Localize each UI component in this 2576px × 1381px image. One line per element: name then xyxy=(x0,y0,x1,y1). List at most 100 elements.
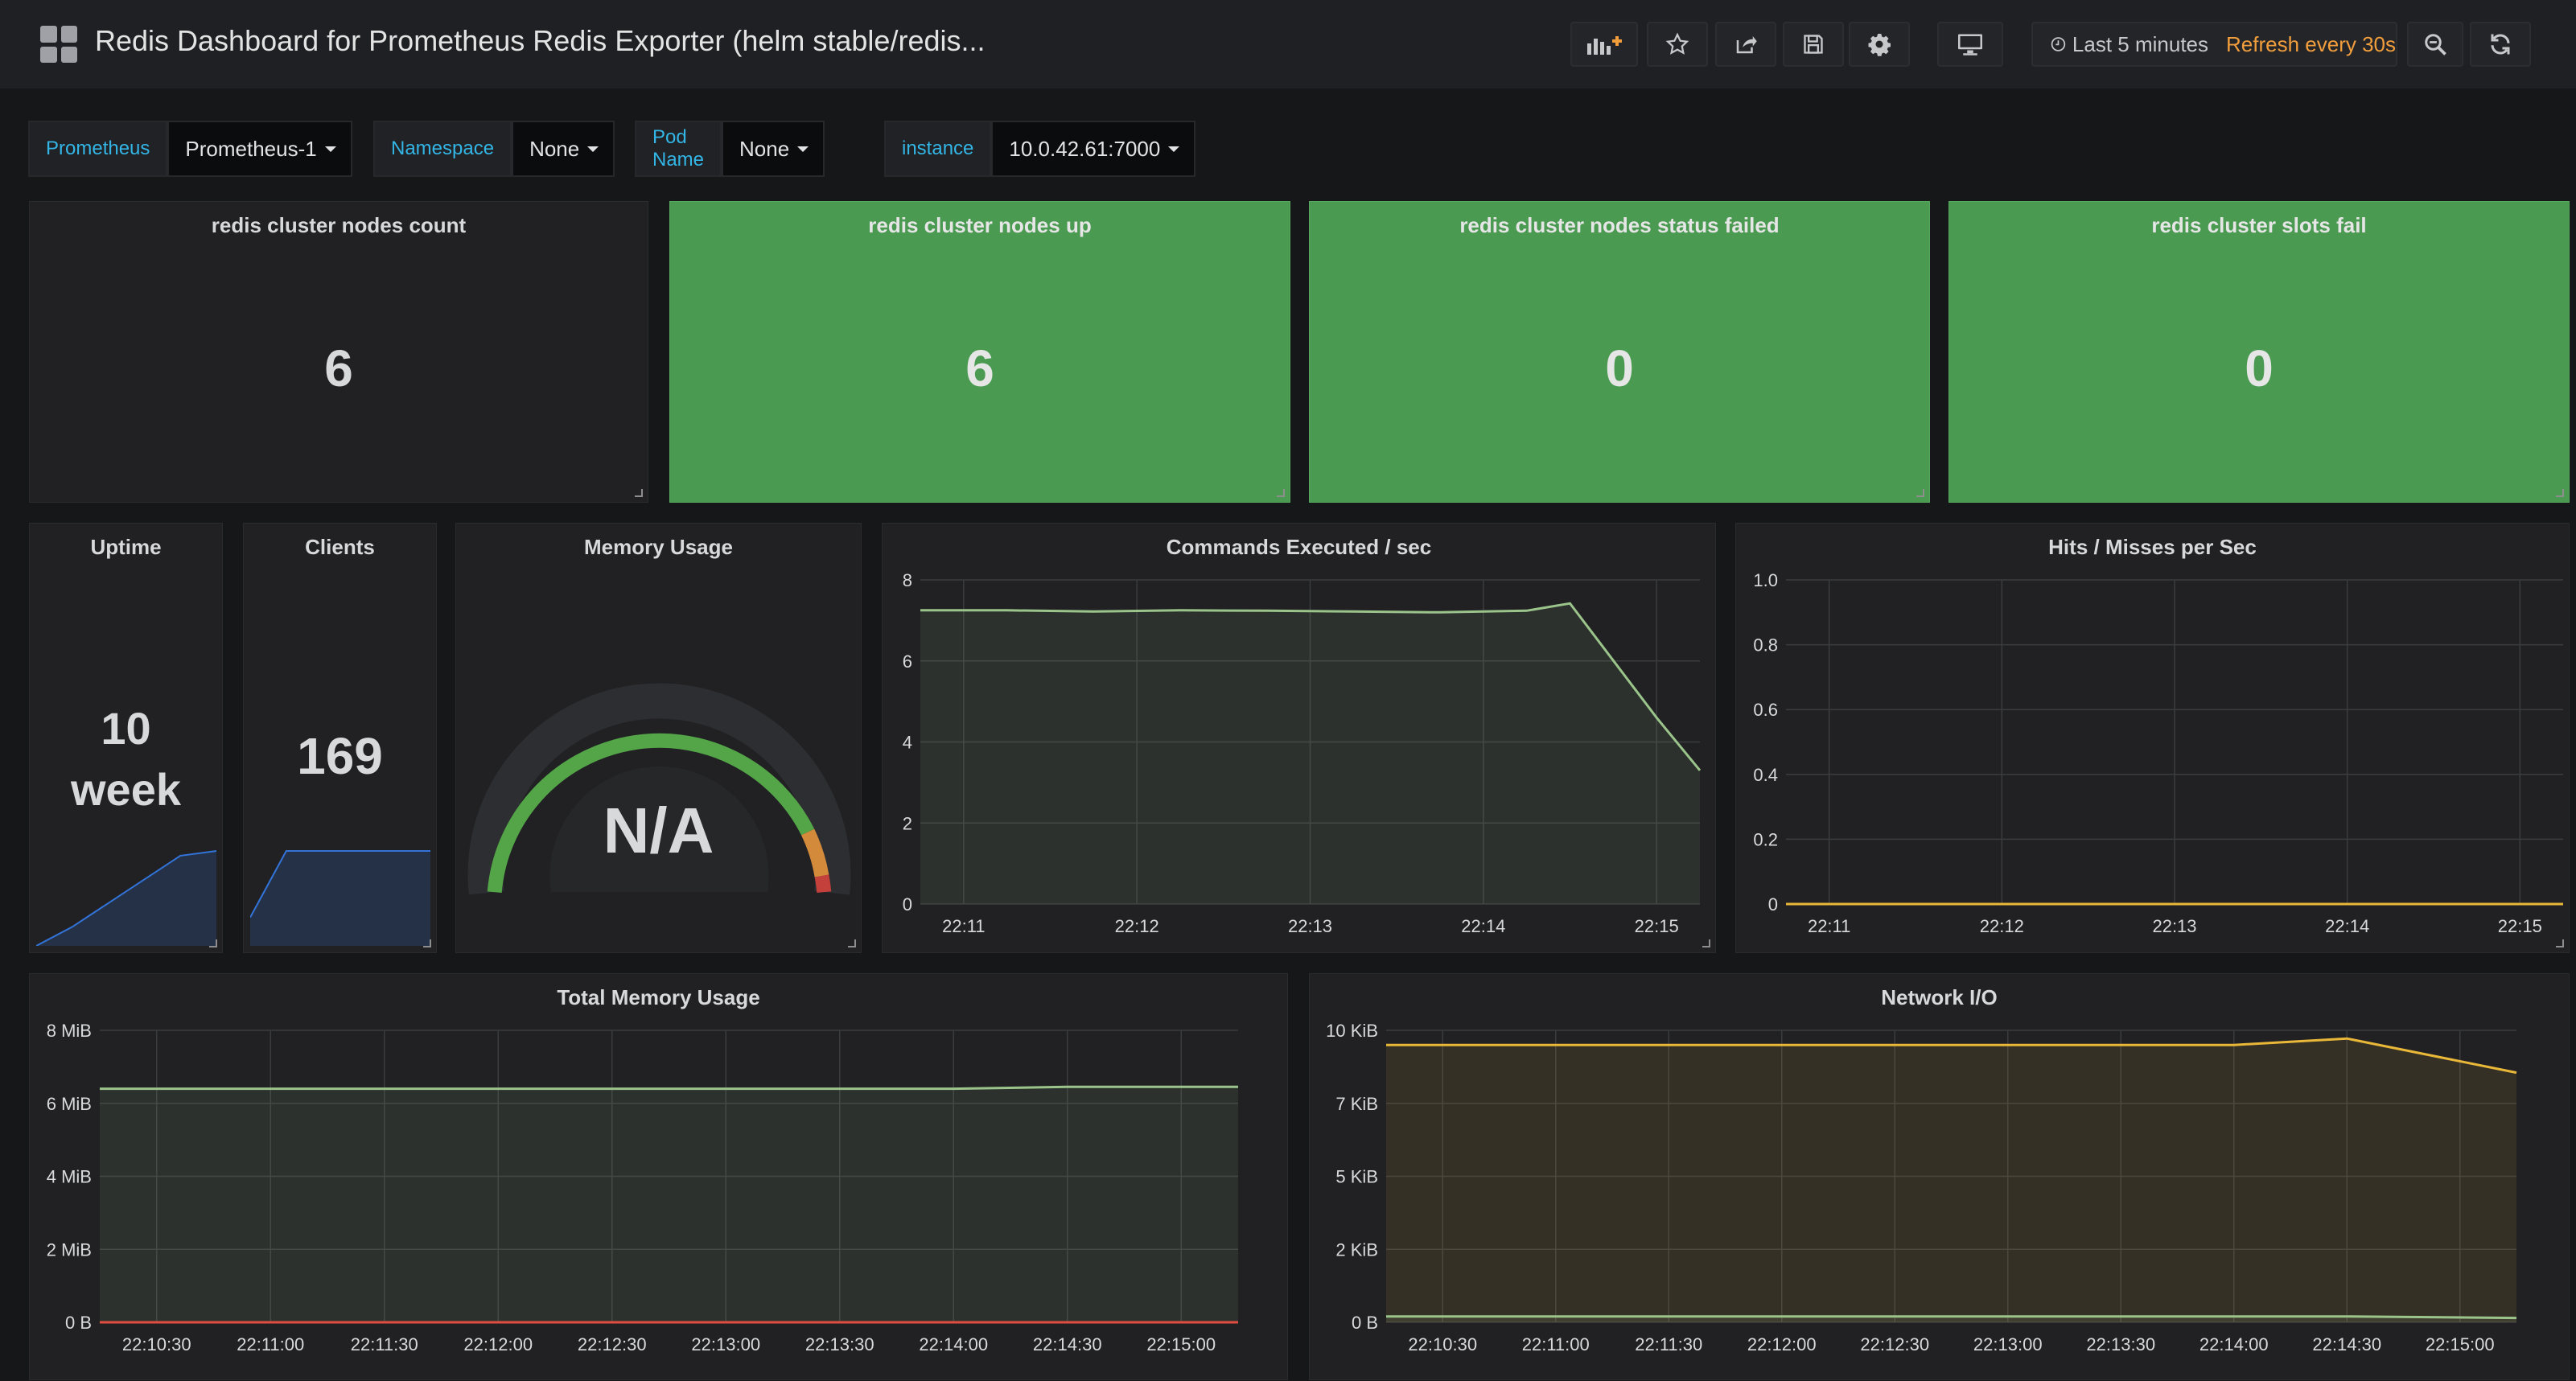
x-tick-label: 22:11:30 xyxy=(1635,1334,1702,1354)
add-panel-button[interactable] xyxy=(1570,22,1638,67)
x-tick-label: 22:14:00 xyxy=(919,1334,988,1354)
y-tick-label: 10 KiB xyxy=(1326,1021,1378,1041)
y-tick-label: 5 KiB xyxy=(1335,1167,1378,1187)
panel-cluster-slots-fail[interactable]: redis cluster slots fail 0 xyxy=(1948,201,2570,503)
add-panel-icon xyxy=(1587,36,1622,55)
uptime-sparkline xyxy=(36,850,216,946)
y-tick-label: 2 xyxy=(903,813,912,833)
y-tick-label: 0 B xyxy=(65,1313,92,1333)
dashboards-grid-icon[interactable] xyxy=(40,26,77,63)
x-tick-label: 22:11:00 xyxy=(237,1334,304,1354)
stat-value: 6 xyxy=(324,339,353,397)
refresh-button[interactable] xyxy=(2470,22,2531,67)
panel-title: redis cluster nodes up xyxy=(868,213,1092,237)
panel-hits-misses[interactable]: Hits / Misses per Sec 0 0.2 0.4 0.6 0.8 1.0 22… xyxy=(1735,523,2570,953)
panel-title: redis cluster slots fail xyxy=(2151,213,2367,237)
variable-dropdown-namespace[interactable]: None xyxy=(512,121,615,177)
view-mode-button[interactable] xyxy=(1937,22,2003,67)
variable-dropdown-prometheus[interactable]: Prometheus-1 xyxy=(167,121,352,177)
x-tick-label: 22:13:30 xyxy=(2086,1334,2155,1354)
x-tick-label: 22:12:30 xyxy=(1860,1334,1929,1354)
stat-value: 0 xyxy=(2245,339,2274,397)
y-tick-label: 1.0 xyxy=(1753,570,1778,590)
resize-handle[interactable] xyxy=(2556,489,2564,497)
series-used-line xyxy=(100,1085,1238,1091)
panel-uptime[interactable]: Uptime 10 week xyxy=(29,523,223,953)
zoom-out-icon xyxy=(2425,34,2446,55)
star-button[interactable] xyxy=(1647,22,1708,67)
variable-dropdown-instance[interactable]: 10.0.42.61:7000 xyxy=(991,121,1196,177)
panel-clients[interactable]: Clients 169 xyxy=(243,523,437,953)
clock-icon xyxy=(2051,37,2066,51)
total-memory-chart: 0 B 2 MiB 4 MiB 6 MiB 8 MiB 22:10:30 22:11:00 2… xyxy=(47,1021,1238,1354)
caret-down-icon xyxy=(324,146,336,152)
panel-title: Network I/O xyxy=(1881,985,1998,1009)
resize-handle[interactable] xyxy=(209,939,217,947)
variable-label: Pod Name xyxy=(635,121,722,177)
memory-gauge xyxy=(467,683,851,895)
variable-prometheus: Prometheus Prometheus-1 xyxy=(28,121,352,177)
x-tick-label: 22:13:30 xyxy=(805,1334,874,1354)
x-tick-label: 22:15:00 xyxy=(2426,1334,2495,1354)
sparkline-area xyxy=(250,851,430,946)
time-range-picker[interactable]: Last 5 minutes Refresh every 30s xyxy=(2031,22,2397,67)
y-tick-label: 0.6 xyxy=(1753,700,1778,720)
y-tick-label: 0.4 xyxy=(1753,765,1778,785)
y-tick-label: 0 xyxy=(903,894,912,915)
y-tick-label: 0.2 xyxy=(1753,829,1778,849)
panel-total-memory-usage[interactable]: Total Memory Usage 0 B 2 MiB 4 MiB 6 MiB 8 M… xyxy=(29,973,1288,1380)
zoom-out-button[interactable] xyxy=(2407,22,2463,67)
chart-grid xyxy=(100,1030,1238,1323)
gauge-warn-arc xyxy=(800,828,829,878)
panel-memory-usage[interactable]: Memory Usage N/A xyxy=(455,523,862,953)
resize-handle[interactable] xyxy=(423,939,431,947)
resize-handle[interactable] xyxy=(1702,939,1710,947)
resize-handle[interactable] xyxy=(1277,489,1285,497)
save-icon xyxy=(1804,35,1823,54)
resize-handle[interactable] xyxy=(635,489,643,497)
variable-label: Prometheus xyxy=(28,121,168,177)
settings-button[interactable] xyxy=(1849,22,1910,67)
resize-handle[interactable] xyxy=(1916,489,1924,497)
save-dashboard-button[interactable] xyxy=(1783,22,1844,67)
x-tick-label: 22:15 xyxy=(1635,916,1679,936)
panel-title: Uptime xyxy=(90,535,162,559)
x-tick-label: 22:11:00 xyxy=(1522,1334,1590,1354)
panel-cluster-nodes-up[interactable]: redis cluster nodes up 6 xyxy=(669,201,1290,503)
gauge-crit-arc xyxy=(814,874,832,894)
x-tick-label: 22:11 xyxy=(1808,916,1850,936)
dashboard-title[interactable]: Redis Dashboard for Prometheus Redis Exp… xyxy=(95,24,986,57)
panel-network-io[interactable]: Network I/O 0 B 2 KiB 5 KiB 7 KiB 10 KiB 22:1… xyxy=(1309,973,2570,1380)
panel-title: redis cluster nodes count xyxy=(211,213,467,237)
y-tick-label: 8 MiB xyxy=(47,1021,92,1041)
x-tick-label: 22:14:30 xyxy=(1033,1334,1102,1354)
x-tick-label: 22:12:30 xyxy=(578,1334,647,1354)
y-tick-label: 4 MiB xyxy=(47,1167,92,1187)
y-tick-label: 0 xyxy=(1768,894,1778,915)
variable-dropdown-pod-name[interactable]: None xyxy=(722,121,825,177)
panel-cluster-nodes-count[interactable]: redis cluster nodes count 6 xyxy=(29,201,648,503)
sparkline-line xyxy=(250,850,430,919)
clients-value: 169 xyxy=(297,727,383,785)
y-tick-label: 6 xyxy=(903,651,912,672)
resize-handle[interactable] xyxy=(848,939,856,947)
y-tick-label: 6 MiB xyxy=(47,1094,92,1114)
y-tick-label: 8 xyxy=(903,570,912,590)
x-tick-label: 22:10:30 xyxy=(122,1334,191,1354)
variable-label: Namespace xyxy=(373,121,512,177)
series-output-area xyxy=(1386,1038,2516,1322)
resize-handle[interactable] xyxy=(2556,939,2564,947)
series-area xyxy=(920,603,1700,904)
variable-label: instance xyxy=(884,121,992,177)
x-tick-label: 22:15 xyxy=(2498,916,2542,936)
time-range-label: Last 5 minutes xyxy=(2072,31,2209,56)
stat-value: 0 xyxy=(1605,339,1634,397)
stat-value: 6 xyxy=(965,339,994,397)
panel-commands-executed[interactable]: Commands Executed / sec 0 2 4 6 8 22:11 22:12 2… xyxy=(882,523,1716,953)
refresh-interval-label: Refresh every 30s xyxy=(2226,31,2396,56)
share-button[interactable] xyxy=(1715,22,1776,67)
panel-title: Memory Usage xyxy=(584,535,733,559)
panel-cluster-nodes-failed[interactable]: redis cluster nodes status failed 0 xyxy=(1309,201,1930,503)
x-tick-label: 22:12 xyxy=(1980,916,2024,936)
hits-misses-chart: 0 0.2 0.4 0.6 0.8 1.0 22:11 22:12 22:13 22:14 22:1… xyxy=(1753,570,2563,936)
